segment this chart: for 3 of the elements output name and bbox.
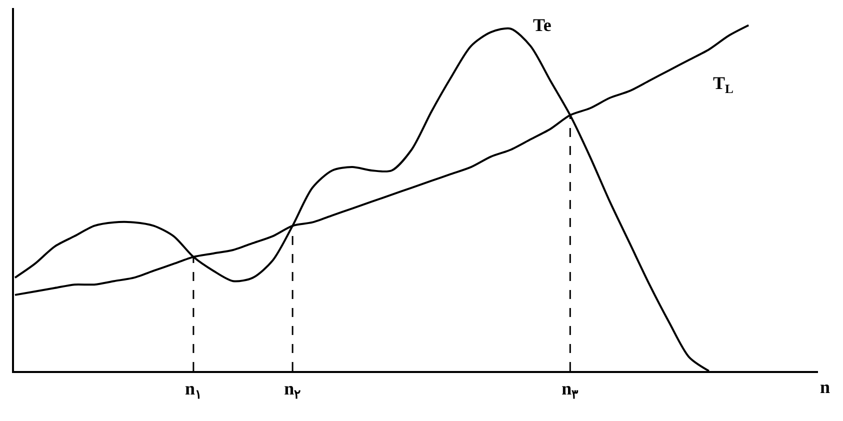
series-label: T$_{L}$: [713, 73, 734, 96]
x-axis-title: n: [820, 377, 830, 397]
series-label: Te: [533, 15, 552, 35]
